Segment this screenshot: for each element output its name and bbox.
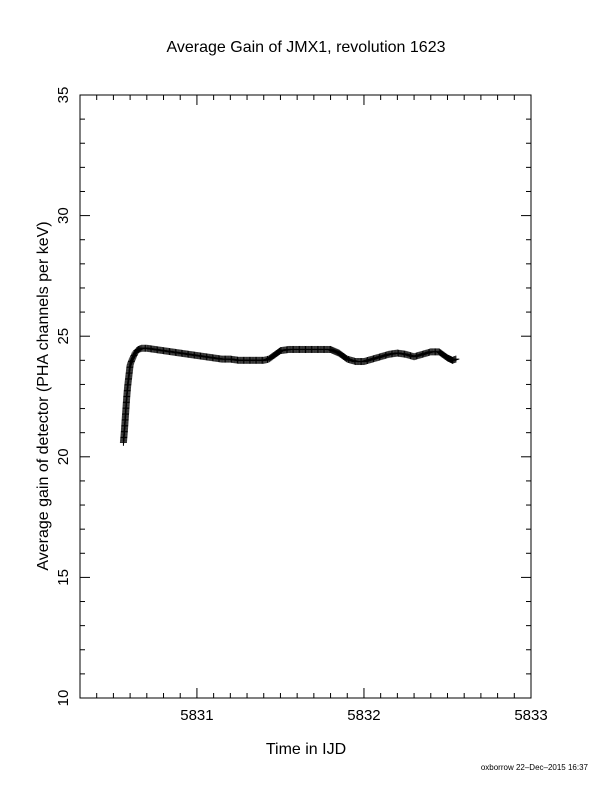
data-point (452, 355, 460, 363)
y-tick-label: 35 (55, 87, 72, 104)
y-axis-ticks (80, 118, 531, 675)
x-tick-label: 5833 (514, 707, 547, 724)
x-tick-label: 5832 (347, 707, 380, 724)
y-axis-tick-labels: 10 15 20 25 30 35 (55, 87, 72, 707)
x-axis-label: Time in IJD (266, 741, 346, 758)
x-axis-ticks (96, 95, 515, 698)
data-points (119, 344, 460, 446)
footer-signature: oxborrow 22–Dec–2015 16:37 (481, 763, 589, 772)
plot-frame (79, 94, 532, 699)
y-tick-label: 15 (55, 569, 72, 586)
y-tick-label: 20 (55, 448, 72, 465)
chart-title: Average Gain of JMX1, revolution 1623 (167, 39, 446, 56)
x-axis-tick-labels: 5831 5832 5833 (180, 707, 547, 724)
y-axis-label: Average gain of detector (PHA channels p… (35, 221, 52, 570)
y-tick-label: 25 (55, 328, 72, 345)
y-tick-label: 30 (55, 207, 72, 224)
x-tick-label: 5831 (180, 707, 213, 724)
y-tick-label: 10 (55, 690, 72, 707)
